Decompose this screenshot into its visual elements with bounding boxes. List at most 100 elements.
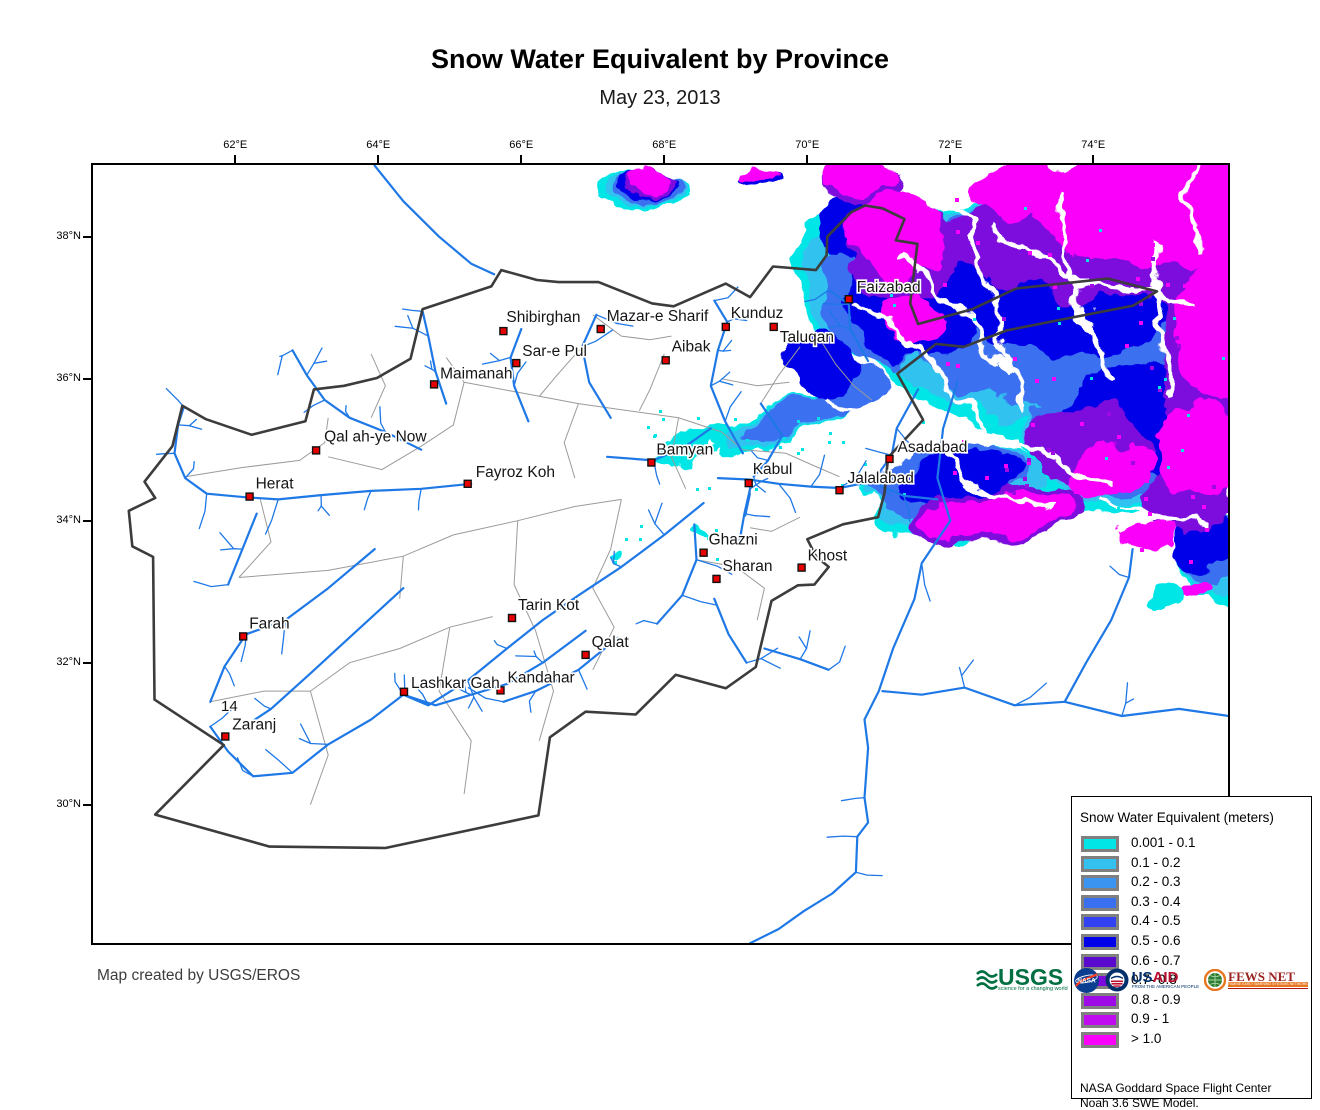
legend-source-line2: Noah 3.6 SWE Model.	[1080, 1096, 1199, 1110]
legend-swatch	[1081, 953, 1119, 970]
legend-row: 0.5 - 0.6	[1081, 933, 1301, 950]
map-canvas: 14 Faizabad Shibirghan Mazar-e Sharif Kunduz…	[91, 163, 1312, 1110]
fewsnet-wordmark: FEWS NET	[1228, 969, 1295, 984]
city-label: Bamyan	[656, 442, 713, 459]
lat-tick-label: 36°N	[56, 371, 81, 384]
city-marker	[245, 492, 254, 501]
legend-swatch	[1081, 992, 1119, 1009]
lon-tick-label: 70°E	[795, 139, 820, 151]
lat-tick	[83, 235, 92, 238]
legend-class-label: 0.2 - 0.3	[1131, 874, 1181, 890]
legend-swatch	[1081, 934, 1119, 950]
country-border	[127, 204, 1159, 850]
city-label: Jalalabad	[848, 470, 914, 487]
lon-tick	[234, 155, 237, 164]
city-label: Maimanah	[440, 365, 512, 382]
legend-class-label: 0.7- 0.8	[1131, 972, 1177, 988]
lon-tick	[806, 155, 809, 164]
legend-swatch	[1081, 836, 1119, 852]
map-graphic: 14 Faizabad Shibirghan Mazar-e Sharif Kunduz…	[93, 165, 1228, 943]
snow-speckles	[614, 177, 1225, 564]
city-label: Qal ah-ye Now	[324, 428, 427, 445]
city-marker	[885, 454, 894, 464]
legend-row: 0.8 - 0.9	[1081, 991, 1301, 1009]
city-marker	[429, 380, 439, 389]
city-marker	[581, 650, 590, 660]
city-marker	[238, 632, 248, 641]
city-label: Sar-e Pul	[522, 343, 587, 360]
legend-swatch	[1081, 894, 1119, 911]
legend-class-label: 0.4 - 0.5	[1131, 913, 1181, 929]
city-label: Taluqan	[780, 329, 834, 346]
city-marker	[797, 563, 806, 572]
legend-class-label: 0.8 - 0.9	[1131, 991, 1181, 1007]
city-label: Aibak	[672, 338, 711, 355]
city-label: Faizabad	[857, 279, 921, 296]
city-label: Lashkar Gah	[411, 675, 500, 692]
province-boundaries	[185, 314, 872, 805]
svg-text:NASA: NASA	[1077, 977, 1096, 984]
river-tributaries	[155, 286, 1135, 877]
fewsnet-tagline: FAMINE EARLY WARNING SYSTEMS NETWORK	[1228, 982, 1308, 987]
usaid-seal-icon	[1105, 968, 1129, 992]
legend-row: 0.9 - 1	[1081, 1011, 1301, 1029]
city-label: Herat	[256, 476, 295, 493]
legend-swatch	[1081, 875, 1119, 892]
city-label: Tarin Kot	[518, 597, 580, 614]
legend-swatch	[1081, 855, 1119, 872]
city-label: Qalat	[592, 634, 630, 651]
city-markers: Faizabad Shibirghan Mazar-e Sharif Kunduz Ta…	[221, 278, 969, 741]
city-marker	[399, 687, 409, 696]
usaid-logo: USAID FROM THE AMERICAN PEOPLE	[1105, 968, 1199, 992]
city-marker	[699, 548, 708, 557]
legend-row: 0.1 - 0.2	[1081, 854, 1301, 872]
legend-row: 0.4 - 0.5	[1081, 913, 1301, 931]
city-marker	[721, 322, 730, 332]
snow-raster	[600, 165, 1228, 614]
city-marker	[712, 574, 721, 584]
usgs-wave-icon	[976, 970, 998, 990]
city-marker	[844, 295, 853, 304]
usaid-tagline: FROM THE AMERICAN PEOPLE	[1131, 984, 1200, 989]
legend-class-label: 0.5 - 0.6	[1131, 933, 1181, 948]
city-marker	[512, 358, 521, 368]
city-label: Kandahar	[508, 669, 575, 686]
legend-class-label: > 1.0	[1131, 1031, 1162, 1046]
city-label: Kunduz	[731, 305, 784, 322]
fewsnet-globe-icon	[1204, 969, 1227, 991]
legend-title: Snow Water Equivalent (meters)	[1080, 810, 1274, 825]
city-label: Zaranj	[232, 717, 276, 734]
city-marker	[507, 613, 517, 623]
page-title: Snow Water Equivalent by Province	[430, 44, 890, 74]
usgs-wordmark: USGS	[998, 964, 1064, 990]
city-marker	[596, 324, 605, 334]
city-label: Ghazni	[709, 532, 758, 549]
rivers	[173, 165, 1228, 943]
lon-tick-label: 66°E	[509, 139, 534, 151]
map-credit: Map created by USGS/EROS	[97, 967, 301, 984]
city-marker	[744, 478, 753, 488]
lon-tick-label: 62°E	[223, 139, 248, 151]
lon-tick-label: 74°E	[1081, 139, 1106, 151]
lat-tick-label: 30°N	[56, 797, 81, 810]
legend-class-label: 0.3 - 0.4	[1131, 893, 1181, 909]
city-label: Sharan	[723, 558, 773, 575]
city-marker	[647, 458, 656, 467]
page-subtitle: May 23, 2013	[599, 87, 721, 109]
lon-tick	[1092, 155, 1095, 164]
legend-row: 0.3 - 0.4	[1081, 893, 1301, 911]
city-marker	[661, 356, 670, 365]
city-marker	[463, 479, 472, 488]
nasa-meatball-icon: NASA	[1073, 967, 1099, 993]
city-marker	[769, 322, 778, 332]
legend-class-label: 0.1 - 0.2	[1131, 854, 1181, 870]
city-marker	[835, 486, 844, 495]
fewsnet-logo: FEWS NET FAMINE EARLY WARNING SYSTEMS NE…	[1204, 969, 1308, 991]
legend-row: 0.6 - 0.7	[1081, 953, 1301, 970]
city-label: Farah	[249, 615, 290, 632]
lat-tick	[83, 661, 92, 664]
lon-tick-label: 72°E	[938, 139, 963, 151]
lon-tick	[663, 155, 666, 164]
city-label: Asadabad	[898, 439, 968, 456]
city-marker	[499, 326, 508, 336]
